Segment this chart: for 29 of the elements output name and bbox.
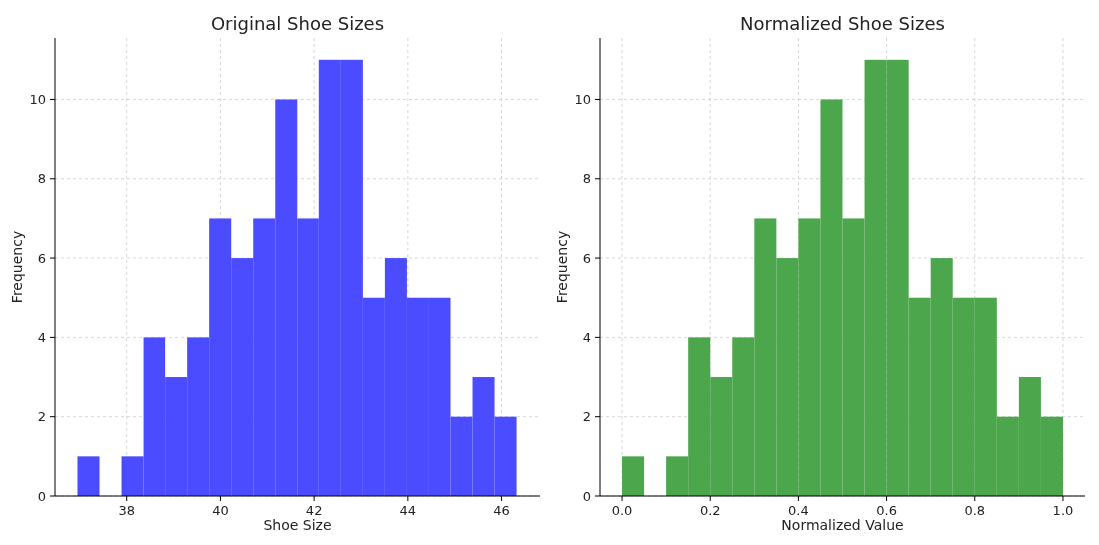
x-tick-label: 0.2: [699, 503, 721, 518]
x-tick-label: 38: [118, 503, 135, 518]
y-tick-label: 8: [582, 171, 591, 187]
y-tick-label: 4: [582, 329, 591, 345]
y-tick-label: 10: [29, 91, 46, 107]
x-tick-label: 0.8: [964, 503, 986, 518]
x-tick-label: 40: [212, 503, 229, 518]
y-tick-label: 2: [582, 409, 591, 425]
x-tick-label: 0.6: [876, 503, 897, 518]
y-tick-label: 8: [37, 171, 46, 187]
y-tick-label: 6: [582, 250, 591, 266]
x-tick-label: 46: [493, 503, 510, 518]
y-tick-label: 0: [37, 488, 46, 504]
y-tick-label: 0: [582, 488, 591, 504]
y-tick-label: 6: [37, 250, 46, 266]
x-tick-label: 1.0: [1052, 503, 1074, 518]
chart-title: Normalized Shoe Sizes: [740, 13, 945, 34]
y-tick-label: 2: [37, 409, 46, 425]
x-tick-label: 44: [399, 503, 417, 518]
y-axis-title: Frequency: [554, 230, 570, 304]
chart-title: Original Shoe Sizes: [210, 13, 385, 34]
y-axis-title: Frequency: [9, 230, 25, 304]
x-tick-label: 0.0: [611, 503, 633, 518]
y-tick-label: 10: [574, 91, 591, 107]
x-tick-label: 42: [305, 503, 323, 518]
y-tick-label: 4: [37, 329, 46, 345]
x-axis-title: Shoe Size: [263, 517, 332, 533]
x-axis-title: Normalized Value: [781, 517, 904, 533]
x-tick-label: 0.4: [788, 503, 809, 518]
